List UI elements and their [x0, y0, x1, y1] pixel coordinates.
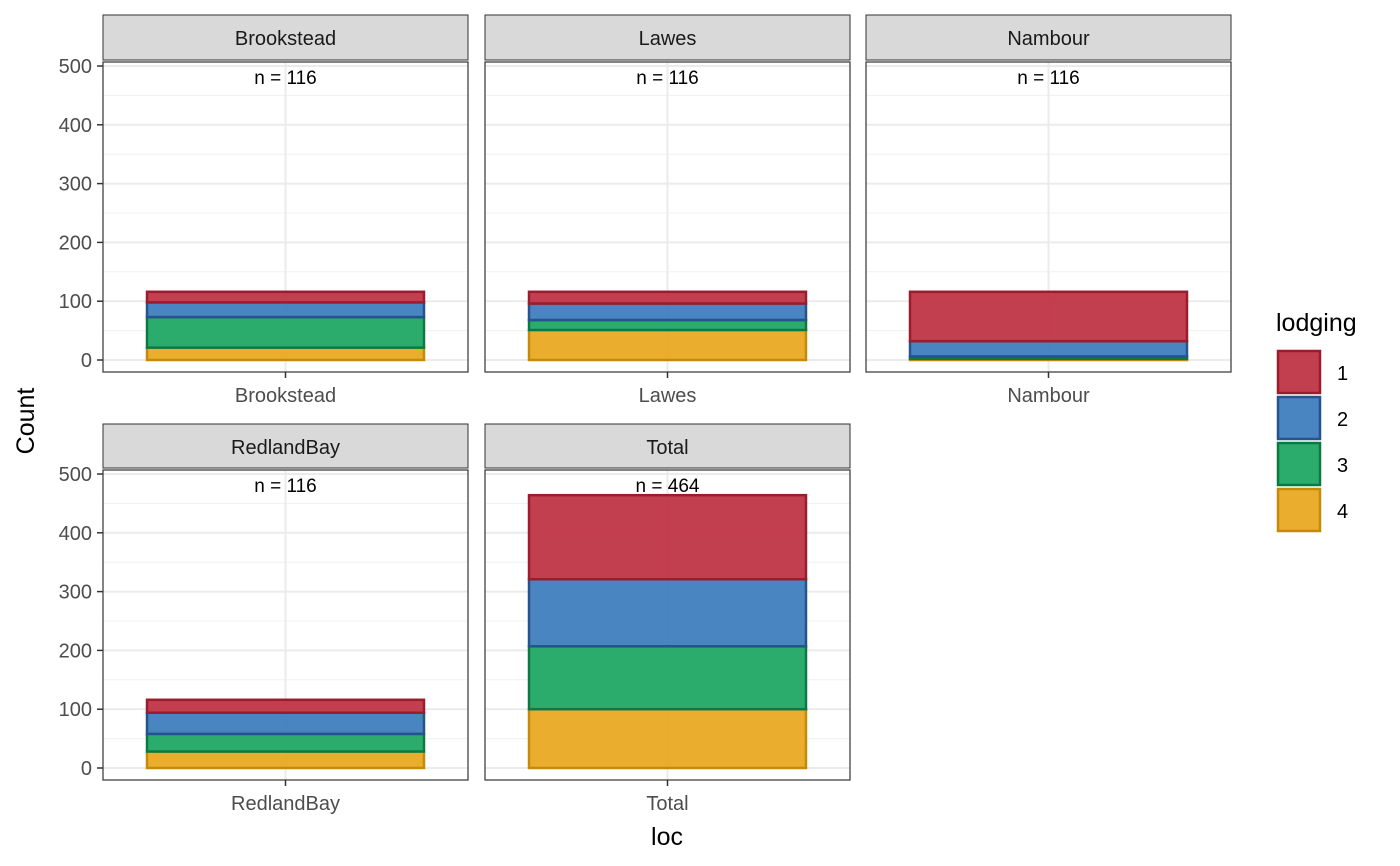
bar-segment-lodging-2	[145, 711, 426, 736]
bar-segment-lodging-3	[145, 315, 426, 349]
panel-lawes: Lawes n = 116 Lawes	[484, 14, 851, 407]
y-tick-label: 0	[81, 350, 92, 372]
n-label: n = 116	[254, 68, 317, 89]
y-tick-label: 400	[59, 115, 92, 137]
y-tick-label: 500	[59, 56, 92, 78]
bar-segment-lodging-2	[908, 339, 1189, 358]
y-tick-label: 400	[59, 523, 92, 545]
bar-segment-lodging-1	[145, 290, 426, 304]
y-tick-label: 200	[59, 640, 92, 662]
legend-key-1	[1276, 349, 1322, 395]
y-tick-label: 500	[59, 464, 92, 486]
legend-label-3: 3	[1337, 455, 1348, 477]
legend-key-4	[1276, 487, 1322, 533]
facet-strip	[484, 423, 851, 469]
legend-label-1: 1	[1337, 363, 1348, 385]
n-label: n = 464	[636, 476, 700, 497]
legend-item-4: 4	[1276, 487, 1348, 533]
y-axis-title: Count	[12, 388, 40, 455]
x-tick-label: RedlandBay	[231, 793, 340, 815]
bar-segment-lodging-1	[145, 698, 426, 714]
bar-segment-lodging-4	[145, 346, 426, 362]
bar-segment-lodging-3	[527, 645, 808, 711]
facet-strip	[865, 14, 1232, 61]
bar-segment-lodging-3	[527, 318, 808, 332]
y-tick-label: 0	[81, 758, 92, 780]
facet-strip-label: Brookstead	[235, 28, 336, 50]
y-tick-label: 100	[59, 699, 92, 721]
legend-item-3: 3	[1276, 441, 1348, 487]
legend: lodging 1 2 3 4	[1276, 309, 1357, 533]
bar-segment-lodging-2	[145, 301, 426, 319]
legend-item-2: 2	[1276, 395, 1348, 441]
facet-strip-label: Total	[646, 437, 688, 459]
y-tick-label: 300	[59, 582, 92, 604]
bar-segment-lodging-3	[145, 732, 426, 753]
facet-strip	[102, 14, 469, 61]
facet-strip-label: Nambour	[1007, 28, 1090, 50]
y-tick-label: 200	[59, 232, 92, 254]
legend-key-3	[1276, 441, 1322, 487]
panel-redlandbay: RedlandBay n = 116 RedlandBay 0 100 200 300 400…	[59, 423, 469, 815]
legend-title: lodging	[1276, 309, 1357, 337]
bar-segment-lodging-2	[527, 578, 808, 648]
n-label: n = 116	[636, 68, 699, 89]
bar-segment-lodging-4	[145, 750, 426, 770]
facet-strip-label: Lawes	[639, 28, 697, 50]
y-tick-label: 100	[59, 291, 92, 313]
chart-panels: Brookstead n = 116 Brookstead 0 100 200 300 400…	[59, 14, 1232, 815]
x-tick-label: Brookstead	[235, 385, 336, 407]
panel-nambour: Nambour n = 116 Nambour	[865, 14, 1232, 407]
legend-item-1: 1	[1276, 349, 1348, 395]
bar-segment-lodging-1	[527, 493, 808, 581]
legend-label-4: 4	[1337, 501, 1348, 523]
bar-segment-lodging-4	[527, 328, 808, 362]
x-axis-title: loc	[651, 823, 683, 851]
bar-segment-lodging-1	[908, 290, 1189, 343]
bar-segment-lodging-4	[527, 707, 808, 770]
facet-strip	[102, 423, 469, 469]
y-tick-label: 300	[59, 174, 92, 196]
panel-total: Total n = 464 Total	[484, 423, 851, 815]
legend-label-2: 2	[1337, 409, 1348, 431]
bar-segment-lodging-2	[527, 302, 808, 322]
x-tick-label: Total	[646, 793, 688, 815]
facet-strip	[484, 14, 851, 61]
panel-brookstead: Brookstead n = 116 Brookstead 0 100 200 300 400…	[59, 14, 469, 407]
x-tick-label: Nambour	[1007, 385, 1090, 407]
facet-strip-label: RedlandBay	[231, 437, 340, 459]
n-label: n = 116	[1017, 68, 1080, 89]
n-label: n = 116	[254, 476, 317, 497]
bar-segment-lodging-1	[527, 290, 808, 305]
x-tick-label: Lawes	[639, 385, 697, 407]
legend-key-2	[1276, 395, 1322, 441]
